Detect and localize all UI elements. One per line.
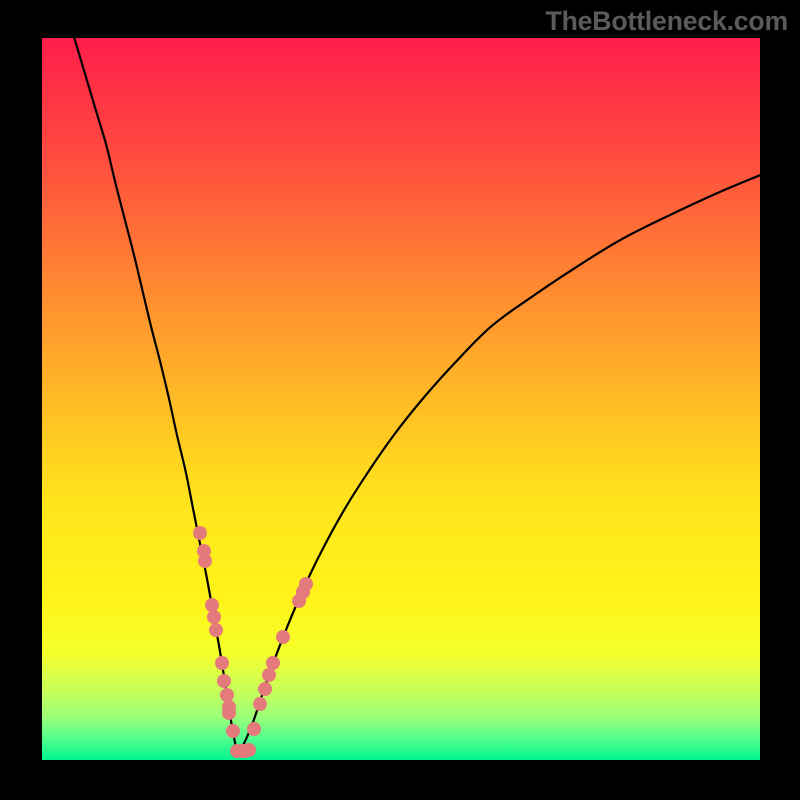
marker-dot [197, 544, 211, 558]
marker-dot [247, 722, 261, 736]
marker-dot [226, 724, 240, 738]
marker-dot [262, 668, 276, 682]
marker-dot [217, 674, 231, 688]
marker-dot [215, 656, 229, 670]
marker-dot [222, 700, 236, 714]
watermark-text: TheBottleneck.com [546, 6, 788, 37]
marker-dot [299, 577, 313, 591]
chart-container: { "image_size": { "width": 800, "height"… [0, 0, 800, 800]
marker-dot [253, 697, 267, 711]
bottleneck-curve [0, 0, 800, 800]
curve-right [237, 175, 760, 754]
marker-dot [266, 656, 280, 670]
marker-dot [207, 610, 221, 624]
marker-dot [209, 623, 223, 637]
curve-left [74, 38, 237, 754]
marker-dot [193, 526, 207, 540]
marker-dot [258, 682, 272, 696]
